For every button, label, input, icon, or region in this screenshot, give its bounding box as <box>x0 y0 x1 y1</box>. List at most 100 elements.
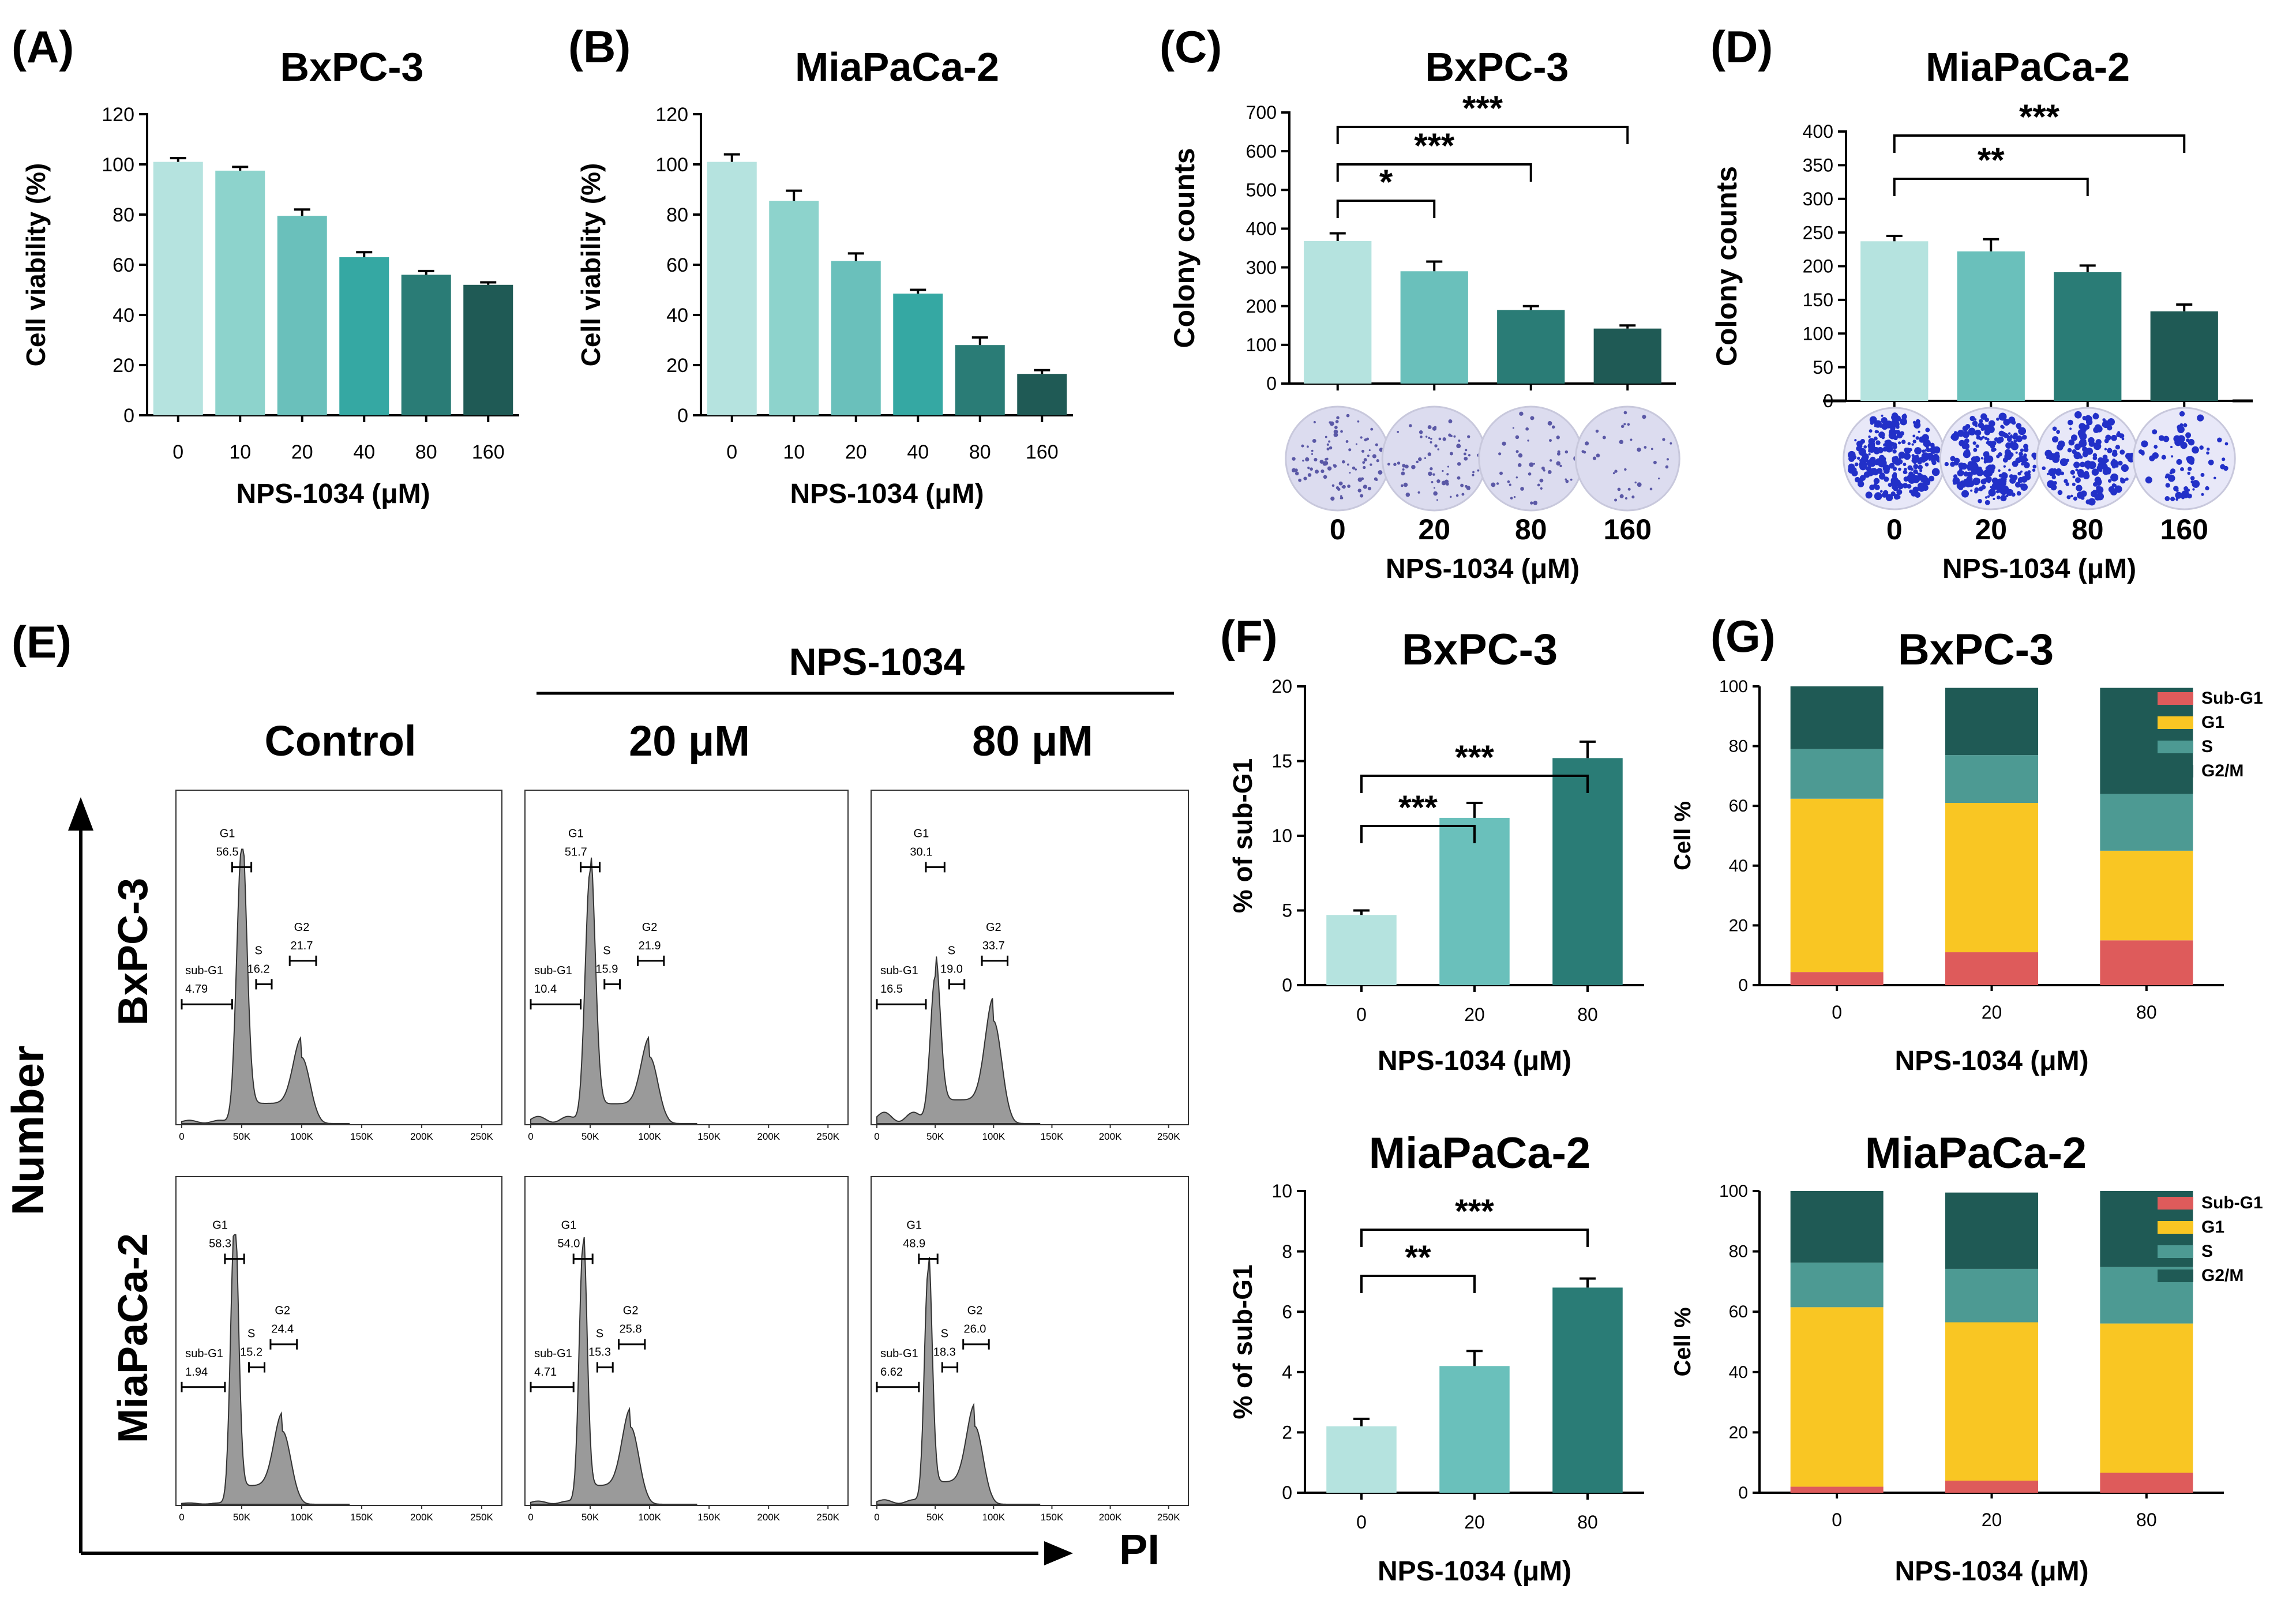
gate-value: 30.1 <box>910 846 932 858</box>
colony-dot <box>1466 486 1470 490</box>
gate-value: 58.3 <box>209 1238 231 1250</box>
colony-dot <box>1448 433 1451 437</box>
colony-dot <box>1968 427 1976 435</box>
colony-dot <box>2010 434 2013 437</box>
colony-dot <box>2112 458 2116 462</box>
colony-dot <box>1329 421 1334 426</box>
x-tick-label: 0 <box>874 1512 879 1523</box>
colony-dot <box>1366 437 1370 441</box>
colony-dot <box>1998 489 2002 493</box>
colony-dot <box>1903 463 1907 467</box>
colony-dot <box>2069 427 2072 430</box>
x-axis-label: NPS-1034 (μM) <box>1894 1556 2088 1587</box>
colony-dot <box>2102 418 2106 422</box>
stack-segment <box>1945 1322 2038 1481</box>
colony-dot <box>1499 471 1503 475</box>
colony-dot <box>1934 448 1938 452</box>
gate-value: 15.3 <box>588 1346 611 1359</box>
colony-dot <box>1517 463 1522 467</box>
colony-dot <box>2032 468 2036 472</box>
y-tick-label: 0 <box>1738 976 1748 995</box>
colony-dot <box>1874 492 1882 501</box>
gate-name: sub-G1 <box>185 1347 223 1360</box>
colony-dot <box>1975 429 1982 436</box>
colony-dot <box>1433 487 1436 489</box>
colony-dot <box>1897 441 1901 445</box>
colony-plate <box>1478 405 1584 512</box>
bar <box>1304 241 1372 384</box>
colony-dot <box>1334 426 1338 429</box>
x-tick-label: 20 <box>1982 1509 2002 1530</box>
colony-dot <box>2014 482 2021 488</box>
y-tick-label: 200 <box>1246 296 1277 317</box>
colony-dot <box>2088 461 2096 470</box>
colony-dot <box>1323 475 1327 479</box>
significance-label: *** <box>1414 126 1455 165</box>
pi-axis-label: PI <box>1119 1526 1160 1573</box>
colony-dot <box>2187 467 2192 471</box>
x-tick-label: 0 <box>1832 1509 1842 1530</box>
colony-dot <box>1993 498 1995 501</box>
colony-dot <box>1970 489 1973 492</box>
colony-dot <box>1958 484 1964 490</box>
colony-dot <box>2164 475 2168 479</box>
y-tick-label: 80 <box>1729 1242 1748 1261</box>
colony-dot <box>1918 486 1925 492</box>
y-tick-label: 150 <box>1803 290 1833 310</box>
colony-dot <box>1980 457 1984 460</box>
colony-dot <box>1585 441 1589 446</box>
colony-dot <box>1986 438 1990 441</box>
y-tick-label: 2 <box>1282 1422 1292 1443</box>
colony-dot <box>2192 446 2199 454</box>
colony-dot <box>1491 482 1496 487</box>
colony-dot <box>1875 440 1881 445</box>
colony-dot <box>1437 448 1440 450</box>
colony-dot <box>1441 480 1446 486</box>
gate-value: 25.8 <box>620 1323 642 1336</box>
chart-title: MiaPaCa-2 <box>1926 44 2130 89</box>
x-tick-label: 200K <box>757 1512 780 1523</box>
colony-dot <box>1980 427 1984 431</box>
colony-dot <box>1880 472 1885 477</box>
colony-dot <box>1325 435 1327 438</box>
colony-dot <box>2107 479 2112 483</box>
x-tick-label: 80 <box>415 441 437 463</box>
x-tick-label: 0 <box>874 1131 879 1142</box>
colony-dot <box>1998 430 2005 437</box>
colony-dot <box>2020 483 2028 491</box>
colony-dot <box>1922 449 1925 453</box>
colony-dot <box>1357 489 1361 493</box>
colony-dot <box>1931 468 1940 476</box>
colony-dot <box>1923 439 1931 448</box>
colony-dot <box>1335 420 1339 423</box>
colony-dot <box>2013 463 2018 467</box>
colony-dot <box>1930 446 1938 454</box>
colony-dot <box>1416 460 1419 464</box>
y-tick-label: 15 <box>1271 751 1292 772</box>
colony-dot <box>1918 464 1923 470</box>
y-tick-label: 40 <box>1729 1363 1748 1382</box>
x-axis-label: NPS-1034 (μM) <box>1942 554 2136 584</box>
stack-segment <box>1790 749 1884 799</box>
colony-dot <box>1858 479 1863 484</box>
colony-dot <box>1436 499 1438 501</box>
y-tick-label: 20 <box>1729 1423 1748 1442</box>
y-tick-label: 200 <box>1803 256 1833 277</box>
colony-dot <box>1541 466 1545 470</box>
colony-dot <box>1625 497 1628 500</box>
x-tick-label: 50K <box>233 1131 251 1142</box>
legend-label: G1 <box>2201 1218 2224 1237</box>
colony-dot <box>1894 415 1901 422</box>
stack-segment <box>2100 940 2193 985</box>
legend-swatch <box>2158 692 2193 705</box>
y-axis-label: Colony counts <box>1710 166 1743 366</box>
y-tick-label: 0 <box>1282 975 1292 996</box>
colony-dot <box>1509 483 1511 486</box>
colony-dot <box>2001 472 2008 479</box>
gate-value: 16.5 <box>880 983 903 996</box>
colony-dot <box>2077 471 2084 478</box>
colony-dot <box>1427 425 1432 429</box>
y-tick-label: 400 <box>1246 219 1277 239</box>
colony-dot <box>1323 461 1329 465</box>
